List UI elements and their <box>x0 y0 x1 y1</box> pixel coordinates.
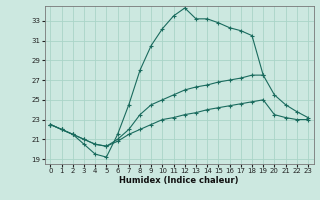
X-axis label: Humidex (Indice chaleur): Humidex (Indice chaleur) <box>119 176 239 185</box>
